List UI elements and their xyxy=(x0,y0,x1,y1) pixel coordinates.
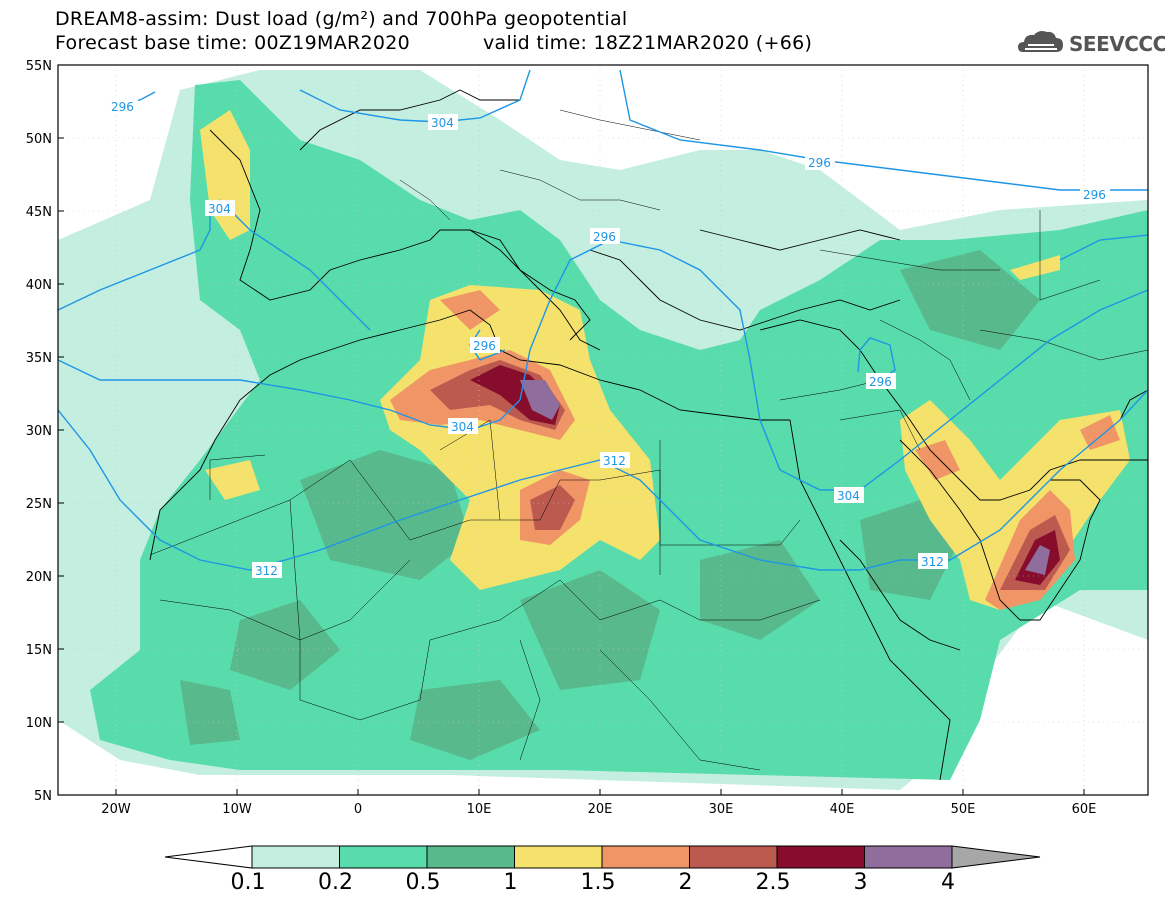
lon-label: 30E xyxy=(709,802,734,817)
coastlines xyxy=(149,89,1148,781)
graticule xyxy=(58,65,1148,795)
lat-label: 20N xyxy=(26,570,52,585)
lat-label: 5N xyxy=(34,789,52,804)
lon-label: 10E xyxy=(467,802,492,817)
contour-label: 304 xyxy=(208,202,231,216)
colorbar-label: 1 xyxy=(503,870,518,895)
colorbar-label: 0.2 xyxy=(318,870,353,895)
lat-label: 10N xyxy=(26,716,52,731)
colorbar-swatch xyxy=(339,845,428,869)
lon-label: 20E xyxy=(588,802,613,817)
colorbar-label: 2.5 xyxy=(755,870,791,895)
contour-label: 304 xyxy=(837,489,860,503)
colorbar-arrow-high xyxy=(951,845,1041,869)
lon-label: 20W xyxy=(101,802,131,817)
colorbar-label: 3 xyxy=(853,870,868,895)
contour-label: 296 xyxy=(593,230,616,244)
lat-label: 25N xyxy=(26,497,52,512)
lon-label: 0 xyxy=(354,802,362,817)
cloud-icon xyxy=(1018,31,1063,52)
contour-labels: 296 304 296 304 296 296 304 312 312 304 … xyxy=(108,98,1110,578)
lat-label: 45N xyxy=(26,205,52,220)
axis-ticks xyxy=(58,64,1085,796)
dust-field xyxy=(58,65,1148,795)
base-time: Forecast base time: 00Z19MAR2020 xyxy=(55,32,411,54)
contour-label: 296 xyxy=(869,375,892,389)
colorbar-arrow-low xyxy=(164,845,253,869)
country-borders xyxy=(149,109,1148,771)
lat-label: 50N xyxy=(26,132,52,147)
colorbar-swatch xyxy=(864,845,953,869)
latitude-labels: 55N 50N 45N 40N 35N 30N 25N 20N 15N 10N … xyxy=(26,59,52,804)
colorbar-swatch xyxy=(689,845,778,869)
colorbar-swatch xyxy=(601,845,690,869)
contour-label: 304 xyxy=(431,116,454,130)
colorbar-label: 0.5 xyxy=(405,870,441,895)
contour-label: 296 xyxy=(808,156,831,170)
colorbar xyxy=(164,845,1041,869)
forecast-time-line: Forecast base time: 00Z19MAR2020 valid ti… xyxy=(55,32,812,54)
map-title: DREAM8-assim: Dust load (g/m²) and 700hP… xyxy=(55,8,628,30)
colorbar-label: 2 xyxy=(678,870,693,895)
colorbar-swatch xyxy=(251,845,340,869)
colorbar-swatch xyxy=(776,845,865,869)
lon-label: 50E xyxy=(951,802,976,817)
lat-label: 35N xyxy=(26,351,52,366)
longitude-labels: 20W 10W 0 10E 20E 30E 40E 50E 60E xyxy=(101,802,1096,817)
contour-label: 296 xyxy=(1083,188,1106,202)
lat-label: 40N xyxy=(26,278,52,293)
contour-label: 296 xyxy=(473,339,496,353)
contour-label: 312 xyxy=(255,564,278,578)
lat-label: 15N xyxy=(26,643,52,658)
colorbar-label: 4 xyxy=(941,870,955,895)
lat-label: 30N xyxy=(26,424,52,439)
contour-label: 312 xyxy=(603,454,626,468)
lon-label: 60E xyxy=(1072,802,1097,817)
lon-label: 40E xyxy=(830,802,855,817)
contour-label: 304 xyxy=(451,420,474,434)
lon-label: 10W xyxy=(222,802,252,817)
contour-label: 312 xyxy=(921,555,944,569)
valid-time: valid time: 18Z21MAR2020 (+66) xyxy=(483,32,813,54)
colorbar-label: 1.5 xyxy=(580,870,616,895)
lat-label: 55N xyxy=(26,59,52,74)
colorbar-swatch xyxy=(514,845,603,869)
contour-label: 296 xyxy=(111,100,134,114)
colorbar-label: 0.1 xyxy=(230,870,266,895)
logo-text: SEEVCCC xyxy=(1069,32,1165,56)
colorbar-swatch xyxy=(426,845,515,869)
seevccc-logo: SEEVCCC xyxy=(1017,28,1165,58)
